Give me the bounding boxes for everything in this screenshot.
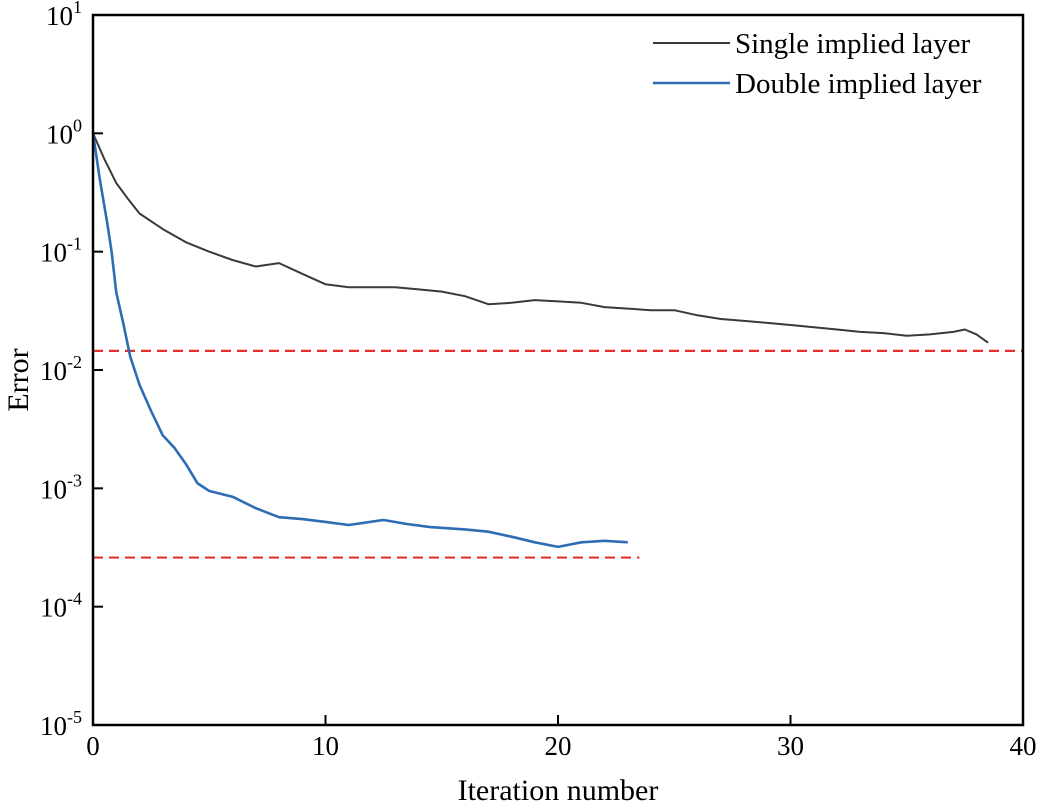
series-line-1: [92, 132, 989, 344]
legend-label-1: Single implied layer: [735, 28, 971, 60]
x-tick-label: 10: [312, 731, 339, 761]
x-axis-title: Iteration number: [458, 774, 659, 807]
y-tick-label: 10-1: [40, 234, 82, 268]
series-line-2: [91, 133, 628, 549]
legend-label-2: Double implied layer: [735, 68, 982, 100]
series-group: [91, 132, 989, 549]
plot-frame: [91, 13, 1025, 727]
reference-lines: [93, 349, 1023, 559]
y-axis: 101 100 10-1 10-2 10-3 10-4 10-5: [40, 0, 103, 741]
y-axis-title: Error: [2, 348, 35, 411]
y-tick-label: 10-5: [40, 707, 82, 741]
y-tick-label: 10-4: [40, 589, 82, 623]
legend: Single implied layer Double implied layer: [653, 28, 982, 100]
x-axis: 0 10 20 30 40: [86, 715, 1037, 761]
y-tick-label: 10-3: [40, 470, 82, 504]
y-tick-label: 10-2: [40, 352, 82, 386]
x-tick-label: 20: [545, 731, 572, 761]
x-tick-label: 0: [86, 731, 100, 761]
x-tick-label: 40: [1010, 731, 1037, 761]
x-tick-label: 30: [777, 731, 804, 761]
y-tick-label: 100: [46, 115, 82, 149]
y-tick-label: 101: [46, 0, 82, 31]
